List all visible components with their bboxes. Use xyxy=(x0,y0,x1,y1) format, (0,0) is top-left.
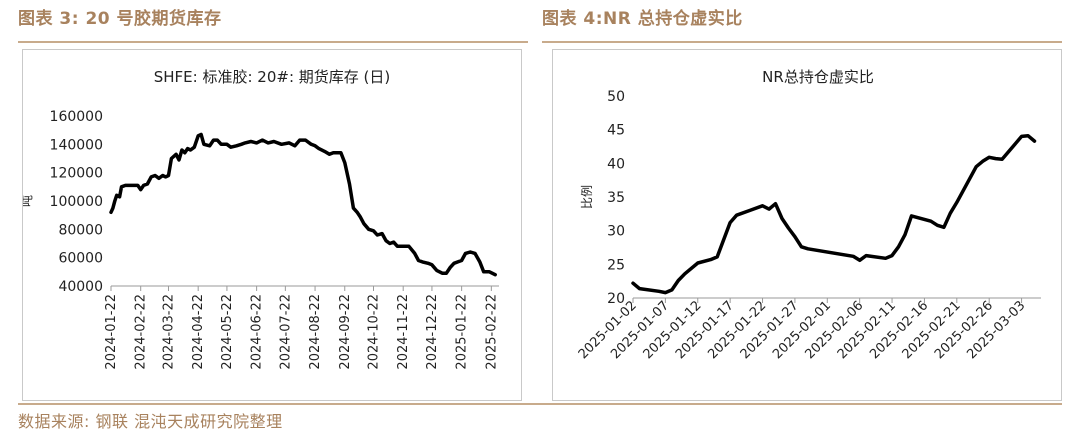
x-tick-label: 2024-09-22 xyxy=(338,294,353,370)
y-tick-label: 45 xyxy=(607,123,625,139)
y-tick-label: 140000 xyxy=(50,137,103,153)
position-ratio-chart: NR总持仓虚实比比例202530354045502025-01-022025-0… xyxy=(576,68,1041,362)
y-tick-label: 160000 xyxy=(50,109,103,125)
left-title-rule xyxy=(18,41,528,43)
x-tick-label: 2024-01-22 xyxy=(104,294,119,370)
inventory-chart: SHFE: 标准胶: 20#: 期货库存 (日) 吨 40000 60000 80000… xyxy=(23,68,499,370)
x-tick-label: 2025-02-22 xyxy=(484,294,499,370)
series-line xyxy=(631,133,1037,295)
x-tick-label: 2024-03-22 xyxy=(161,294,176,370)
x-tick-label: 2024-04-22 xyxy=(191,294,206,370)
y-tick-label: 30 xyxy=(607,224,625,240)
y-tick-label: 60000 xyxy=(58,251,103,267)
x-tick-label: 2024-12-22 xyxy=(425,294,440,370)
y-tick-label: 25 xyxy=(607,257,625,273)
y-tick-label: 40000 xyxy=(58,279,103,295)
y-tick-label: 50 xyxy=(607,89,625,105)
y-axis-label: 吨 xyxy=(23,195,34,207)
x-tick-label: 2024-11-22 xyxy=(396,294,411,370)
y-tick-label: 120000 xyxy=(50,166,103,182)
y-tick-label: 80000 xyxy=(58,222,103,238)
position-ratio-chart-panel: NR总持仓虚实比 比例 20 25 30 35 40 45 50 2025-01-02 2025-0… xyxy=(552,49,1062,401)
right-figure-title: 图表 4:NR 总持仓虚实比 xyxy=(542,9,743,29)
chart-title: NR总持仓虚实比 xyxy=(762,68,874,86)
x-tick-label: 2024-07-22 xyxy=(278,294,293,370)
y-tick-label: 40 xyxy=(607,156,625,172)
left-figure-title: 图表 3: 20 号胶期货库存 xyxy=(18,9,222,29)
y-axis-label: 比例 xyxy=(580,185,594,209)
footer-rule xyxy=(18,403,1062,405)
x-tick-label: 2025-01-22 xyxy=(455,294,470,370)
data-source-note: 数据来源: 钢联 混沌天成研究院整理 xyxy=(18,412,283,431)
y-tick-label: 20 xyxy=(607,291,625,307)
x-tick-label: 2024-08-22 xyxy=(308,294,323,370)
x-tick-label: 2024-05-22 xyxy=(220,294,235,370)
chart-title: SHFE: 标准胶: 20#: 期货库存 (日) xyxy=(154,68,391,86)
x-tick-label: 2024-06-22 xyxy=(250,294,265,370)
x-tick-label: 2024-02-22 xyxy=(134,294,149,370)
y-tick-label: 35 xyxy=(607,190,625,206)
inventory-chart-panel: SHFE: 标准胶: 20#: 期货库存 (日) 吨 40000 60000 80000… xyxy=(22,49,522,401)
y-tick-label: 100000 xyxy=(50,194,103,210)
right-title-rule xyxy=(542,41,1062,43)
x-tick-label: 2024-10-22 xyxy=(366,294,381,370)
series-line xyxy=(109,132,497,277)
